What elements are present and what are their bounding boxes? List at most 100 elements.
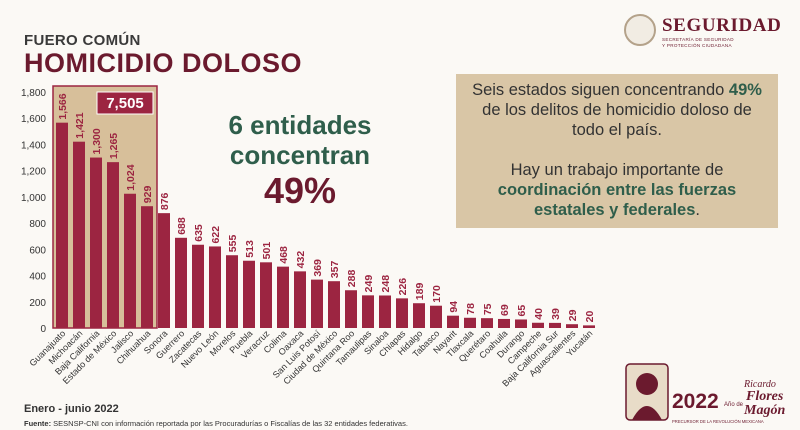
- y-tick-label: 200: [29, 298, 46, 309]
- bar: [107, 162, 119, 328]
- bar: [549, 322, 561, 328]
- bar: [430, 305, 442, 328]
- bar-value-label: 189: [414, 283, 426, 301]
- info-text: Hay un trabajo importante de: [510, 161, 724, 179]
- bar: [379, 295, 391, 328]
- bar-value-label: 1,265: [108, 133, 120, 159]
- bar-value-label: 29: [567, 309, 579, 321]
- bar: [294, 271, 306, 328]
- bar-value-label: 1,566: [57, 93, 69, 119]
- bar-value-label: 249: [363, 275, 375, 293]
- bar: [362, 295, 374, 328]
- bar-value-label: 468: [278, 246, 290, 264]
- logo-subtitle-2: Y PROTECCIÓN CIUDADANA: [662, 42, 732, 48]
- bar: [141, 206, 153, 328]
- y-tick-label: 1,400: [21, 140, 46, 151]
- info-paragraph-1: Seis estados siguen concentrando 49% de …: [466, 80, 768, 140]
- bar: [413, 303, 425, 328]
- logo-subtitle: SECRETARÍA DE SEGURIDAD Y PROTECCIÓN CIU…: [662, 37, 734, 48]
- bar: [158, 213, 170, 328]
- bar-value-label: 555: [227, 235, 239, 253]
- y-tick-label: 400: [29, 272, 46, 283]
- bar: [56, 122, 68, 329]
- bar-value-label: 69: [499, 304, 511, 316]
- y-tick-label: 600: [29, 245, 46, 256]
- bar: [498, 318, 510, 328]
- info-text: de los delitos de homicidio doloso de to…: [482, 101, 752, 139]
- highlight-line-2: concentran: [229, 140, 371, 170]
- bar: [73, 141, 85, 328]
- badge-small: Año de: [724, 402, 744, 408]
- logo-subtitle-1: SECRETARÍA DE SEGURIDAD: [662, 37, 734, 42]
- bar: [175, 237, 187, 328]
- bar-value-label: 288: [346, 270, 358, 288]
- seal-icon: [624, 14, 656, 46]
- highlight-region: [52, 85, 158, 329]
- portrait-icon: [625, 363, 669, 421]
- bar-value-label: 65: [516, 305, 528, 317]
- bar: [311, 279, 323, 328]
- bar-value-label: 688: [176, 217, 188, 235]
- badge-name-3: Magón: [743, 403, 785, 418]
- bar: [260, 262, 272, 328]
- bar-value-label: 357: [329, 261, 341, 279]
- bar-value-label: 432: [295, 251, 307, 269]
- bar: [447, 315, 459, 328]
- bar-value-label: 248: [380, 275, 392, 293]
- badge-year: 2022: [672, 390, 719, 413]
- page-title: HOMICIDIO DOLOSO: [24, 48, 302, 78]
- period-label: Enero - junio 2022: [24, 403, 119, 415]
- y-tick-label: 0: [40, 324, 46, 335]
- bar-value-label: 94: [448, 301, 460, 313]
- bar: [464, 317, 476, 328]
- bar: [243, 260, 255, 328]
- highlight-total-box: [96, 91, 154, 115]
- bar-value-label: 39: [550, 308, 562, 320]
- info-box: Seis estados siguen concentrando 49% de …: [456, 74, 778, 228]
- bar-value-label: 1,300: [91, 128, 103, 154]
- bar-value-label: 501: [261, 242, 273, 260]
- bar-value-label: 513: [244, 240, 256, 258]
- bar: [345, 290, 357, 328]
- y-tick-label: 1,000: [21, 193, 46, 204]
- bar-value-label: 75: [482, 303, 494, 315]
- bar-value-label: 369: [312, 259, 324, 277]
- seguridad-logo: SEGURIDAD SECRETARÍA DE SEGURIDAD Y PROT…: [624, 14, 784, 48]
- section-kicker: FUERO COMÚN: [24, 32, 141, 49]
- bar: [481, 318, 493, 328]
- bar: [226, 255, 238, 328]
- bar: [124, 193, 136, 328]
- bar: [90, 157, 102, 328]
- y-tick-label: 1,800: [21, 88, 46, 99]
- logo-name: SEGURIDAD: [662, 15, 782, 36]
- highlight-line-1: 6 entidades: [228, 110, 372, 140]
- bar-value-label: 170: [431, 285, 443, 303]
- bar-value-label: 1,421: [74, 112, 86, 138]
- bar-value-label: 78: [465, 303, 477, 315]
- bar: [566, 324, 578, 328]
- source-text: SESNSP-CNI con información reportada por…: [51, 419, 408, 428]
- bar: [277, 266, 289, 328]
- bar: [328, 281, 340, 328]
- bar: [192, 244, 204, 328]
- source-note: Fuente: SESNSP-CNI con información repor…: [24, 419, 408, 428]
- bar-value-label: 622: [210, 226, 222, 244]
- bar: [583, 325, 595, 328]
- y-tick-label: 1,200: [21, 167, 46, 178]
- bar-value-label: 40: [533, 308, 545, 320]
- highlight-percent: 49%: [263, 170, 337, 211]
- bar: [532, 322, 544, 328]
- badge-name-1: Ricardo: [743, 379, 776, 390]
- bar-value-label: 635: [193, 224, 205, 242]
- source-label: Fuente:: [24, 419, 52, 428]
- bar-value-label: 226: [397, 278, 409, 296]
- bar: [209, 246, 221, 328]
- bar-value-label: 1,024: [125, 164, 137, 190]
- bar-value-label: 876: [159, 192, 171, 210]
- badge-name-2: Flores: [745, 389, 784, 404]
- badge-tagline: PRECURSOR DE LA REVOLUCIÓN MEXICANA: [672, 419, 764, 424]
- highlight-total: 7,505: [106, 95, 144, 112]
- bar-value-label: 20: [584, 311, 596, 323]
- y-tick-label: 1,600: [21, 114, 46, 125]
- info-text: .: [695, 201, 701, 219]
